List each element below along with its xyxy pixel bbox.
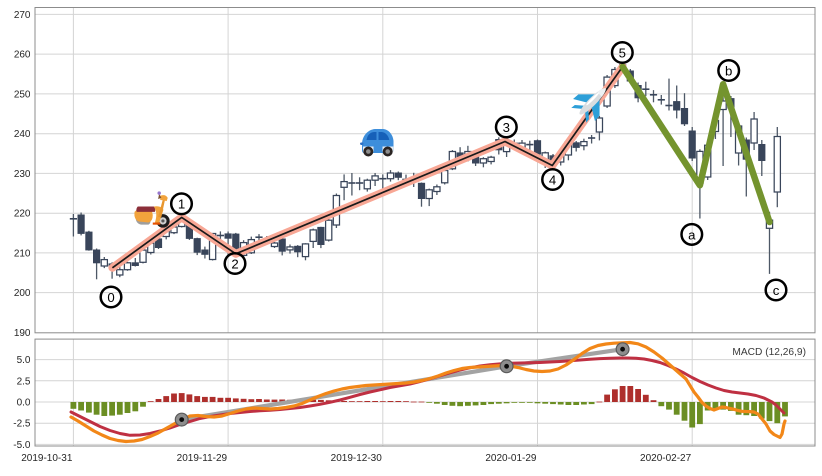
svg-text:2020-01-29: 2020-01-29 bbox=[485, 453, 537, 464]
svg-text:260: 260 bbox=[14, 50, 31, 61]
svg-text:5.0: 5.0 bbox=[17, 355, 31, 366]
svg-text:-5.0: -5.0 bbox=[13, 440, 31, 451]
svg-text:250: 250 bbox=[14, 89, 31, 100]
svg-text:210: 210 bbox=[14, 248, 31, 259]
svg-text:a: a bbox=[688, 227, 696, 242]
svg-text:MACD (12,26,9): MACD (12,26,9) bbox=[732, 347, 806, 358]
svg-text:2.5: 2.5 bbox=[17, 376, 31, 387]
svg-text:2019-10-31: 2019-10-31 bbox=[21, 453, 73, 464]
svg-text:200: 200 bbox=[14, 288, 31, 299]
svg-text:b: b bbox=[725, 63, 732, 78]
svg-text:5: 5 bbox=[619, 45, 626, 60]
svg-text:220: 220 bbox=[14, 209, 31, 220]
svg-text:270: 270 bbox=[14, 10, 31, 21]
svg-text:0: 0 bbox=[107, 290, 114, 305]
svg-text:2: 2 bbox=[231, 256, 238, 271]
svg-text:c: c bbox=[773, 283, 780, 298]
svg-text:230: 230 bbox=[14, 169, 31, 180]
svg-text:1: 1 bbox=[178, 197, 185, 212]
svg-text:2020-02-27: 2020-02-27 bbox=[640, 453, 692, 464]
svg-text:2019-11-29: 2019-11-29 bbox=[177, 453, 228, 464]
svg-text:4: 4 bbox=[549, 172, 556, 187]
svg-text:3: 3 bbox=[503, 120, 510, 135]
svg-text:0.0: 0.0 bbox=[17, 398, 31, 409]
svg-text:240: 240 bbox=[14, 129, 31, 140]
svg-text:-2.5: -2.5 bbox=[13, 419, 31, 430]
svg-text:2019-12-30: 2019-12-30 bbox=[331, 453, 383, 464]
svg-text:190: 190 bbox=[14, 328, 31, 339]
